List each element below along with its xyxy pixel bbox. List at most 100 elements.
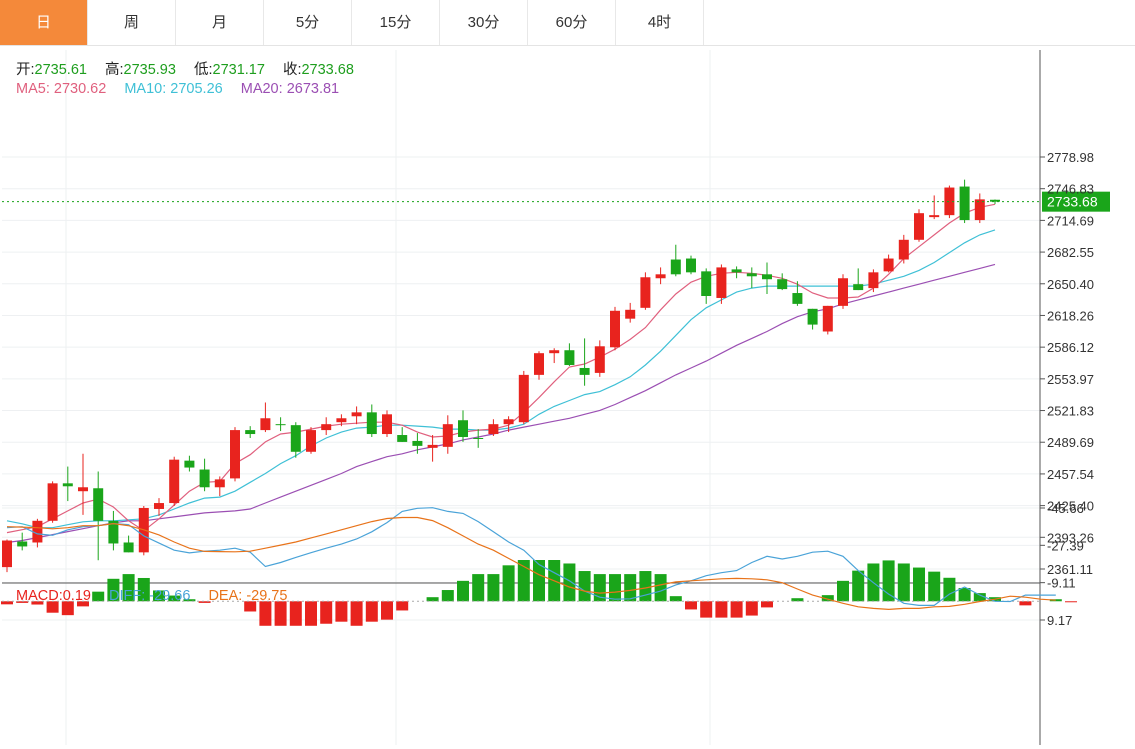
macd-bar-38 xyxy=(578,571,591,602)
candle-body-8 xyxy=(123,542,134,553)
macd-bar-13 xyxy=(198,601,211,603)
macd-bar-55 xyxy=(837,580,849,602)
candle-body-1 xyxy=(17,541,28,547)
tab-30min[interactable]: 30分 xyxy=(440,0,528,45)
candle-body-54 xyxy=(822,305,833,332)
open-label: 开: xyxy=(16,62,35,78)
macd-bar-31 xyxy=(472,574,485,602)
macd-bar-48 xyxy=(730,601,743,618)
dea-line xyxy=(6,516,1056,611)
candle-body-26 xyxy=(397,435,408,442)
diff-line xyxy=(6,507,1056,607)
macd-bar-12 xyxy=(183,599,196,602)
macd-value: 0.19 xyxy=(62,588,91,604)
candle-body-34 xyxy=(518,374,529,423)
macd-bar-2 xyxy=(31,601,44,605)
macd-bar-25 xyxy=(381,601,393,620)
candle-body-3 xyxy=(47,483,58,521)
ma10-line xyxy=(6,229,996,529)
tab-4hour[interactable]: 4时 xyxy=(616,0,704,45)
macd-bar-29 xyxy=(441,590,454,602)
candle-body-61 xyxy=(929,215,940,218)
macd-bar-4 xyxy=(61,601,74,616)
candle-body-16 xyxy=(245,430,256,435)
candle-body-55 xyxy=(838,278,848,306)
macd-bar-69 xyxy=(1049,599,1062,602)
macd-bar-50 xyxy=(761,601,773,608)
candle-body-60 xyxy=(914,213,924,240)
tab-60min[interactable]: 60分 xyxy=(528,0,616,45)
ma20-value: 2673.81 xyxy=(286,81,340,97)
candle-body-47 xyxy=(716,267,727,298)
candle-body-4 xyxy=(62,483,73,487)
sub-y-tick-label-1: -9.11 xyxy=(1047,576,1076,591)
y-tick-label-12: 2393.26 xyxy=(1047,530,1094,545)
macd-bar-64 xyxy=(973,593,986,602)
candle-body-36 xyxy=(549,350,560,354)
candle-body-15 xyxy=(230,430,240,479)
macd-bar-5 xyxy=(77,601,89,607)
candle-body-64 xyxy=(974,199,985,221)
high-value: 2735.93 xyxy=(123,62,176,78)
candle-body-32 xyxy=(488,424,499,435)
tab-5min[interactable]: 5分 xyxy=(264,0,352,45)
candle-body-37 xyxy=(564,350,575,366)
macd-bar-22 xyxy=(335,601,348,622)
macd-bar-24 xyxy=(365,601,378,622)
candle-body-41 xyxy=(625,309,636,319)
macd-bar-56 xyxy=(852,570,865,602)
candle-body-53 xyxy=(807,308,818,325)
y-tick-label-13: 2361.11 xyxy=(1047,562,1093,577)
macd-bar-7 xyxy=(107,578,120,602)
candle-body-43 xyxy=(655,274,666,279)
candle-body-6 xyxy=(93,488,104,521)
tab-day[interactable]: 日 xyxy=(0,0,88,45)
candle-body-7 xyxy=(108,520,119,544)
period-tabs: 日 周 月 5分 15分 30分 60分 4时 xyxy=(0,0,1135,46)
macd-bar-35 xyxy=(533,560,545,602)
macd-bar-59 xyxy=(897,563,910,602)
macd-bar-30 xyxy=(457,580,469,602)
macd-bar-28 xyxy=(426,597,439,602)
candle-body-28 xyxy=(427,444,438,448)
candle-body-31 xyxy=(473,437,484,439)
tab-15min[interactable]: 15分 xyxy=(352,0,440,45)
macd-bar-44 xyxy=(669,596,682,602)
sub-y-tick-label-0: 9.17 xyxy=(1047,613,1072,628)
diff-value: -29.66 xyxy=(149,588,191,604)
candle-body-5 xyxy=(78,487,88,492)
macd-bar-41 xyxy=(624,574,637,602)
macd-bar-45 xyxy=(685,601,697,610)
tab-week[interactable]: 周 xyxy=(88,0,176,45)
candle-body-52 xyxy=(792,293,803,304)
candle-body-63 xyxy=(959,186,970,221)
y-tick-label-11: 2425.40 xyxy=(1047,499,1094,514)
candle-body-30 xyxy=(458,420,468,437)
candle-body-17 xyxy=(260,418,271,431)
tab-month[interactable]: 月 xyxy=(176,0,264,45)
candle-body-10 xyxy=(154,503,164,509)
ma10-label: MA10: xyxy=(124,81,167,97)
macd-bar-70 xyxy=(1065,601,1077,603)
y-tick-label-7: 2553.97 xyxy=(1047,372,1094,387)
close-label: 收: xyxy=(282,62,302,78)
candle-body-22 xyxy=(336,418,347,423)
macd-bar-11 xyxy=(168,595,181,602)
y-tick-label-5: 2618.26 xyxy=(1047,308,1094,323)
macd-bar-10 xyxy=(153,590,165,602)
candle-body-27 xyxy=(412,440,423,446)
macd-bar-49 xyxy=(745,601,758,616)
ma5-label: MA5: xyxy=(16,81,50,97)
macd-bar-52 xyxy=(791,598,804,602)
y-tick-label-8: 2521.83 xyxy=(1047,404,1094,419)
macd-bar-9 xyxy=(137,577,150,602)
macd-bar-6 xyxy=(92,591,105,602)
candle-body-38 xyxy=(579,367,590,375)
candle-body-12 xyxy=(184,460,195,468)
ma5-value: 2730.62 xyxy=(53,81,107,97)
y-tick-label-4: 2650.40 xyxy=(1047,277,1094,292)
diff-label: DIFF: xyxy=(109,588,146,604)
candle-body-49 xyxy=(746,273,757,277)
candle-body-39 xyxy=(594,346,605,373)
candlestick-chart[interactable]: 2733.68 2778.98 2746.83 2714.69 2682.55 2650.… xyxy=(0,46,1135,749)
